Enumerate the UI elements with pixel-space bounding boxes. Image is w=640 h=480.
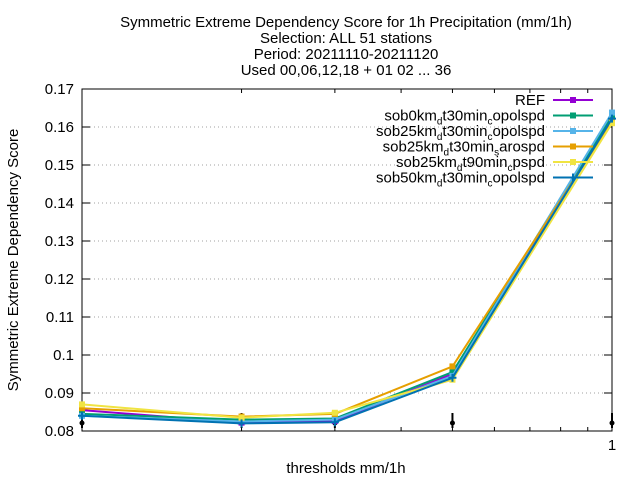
title-line-1: Symmetric Extreme Dependency Score for 1… <box>120 14 572 31</box>
data-point <box>330 418 339 427</box>
title-line-2: Selection: ALL 51 stations <box>260 30 432 47</box>
data-point <box>331 409 338 416</box>
legend-label: sob25kmdt30minsarospd <box>383 139 545 159</box>
y-tick-label: 0.13 <box>45 233 74 250</box>
data-point <box>449 369 456 376</box>
data-point <box>608 114 616 123</box>
data-point <box>448 373 457 382</box>
legend-marker <box>569 173 577 182</box>
y-tick-label: 0.1 <box>53 347 74 364</box>
legend-entry-2: sob0kmdt30mincopolspd <box>384 108 593 128</box>
legend-label: REF <box>515 92 545 109</box>
threshold-marker-dot <box>449 420 455 426</box>
legend-label: sob0kmdt30mincopolspd <box>384 108 545 128</box>
legend-label: sob25kmdt30mincopolspd <box>376 123 545 143</box>
data-point <box>238 414 245 421</box>
y-tick-label: 0.17 <box>45 81 74 98</box>
legend-entry-4: sob25kmdt30minsarospd <box>383 139 593 159</box>
legend-label: sob25kmdt90mincpspd <box>396 154 545 174</box>
series-6 <box>78 114 616 428</box>
legend-marker <box>570 159 576 165</box>
plot-border <box>81 88 613 432</box>
axes: 0.08 0.09 0.1 0.11 0.12 0.13 0.14 0.15 0.16 0.17 1 <box>45 81 616 454</box>
title-line-4: Used 00,06,12,18 + 01 02 ... 36 <box>241 62 452 79</box>
y-tick-label: 0.14 <box>45 195 74 212</box>
legend-marker <box>570 143 576 150</box>
legend-entry-5: sob25kmdt90mincpspd <box>396 154 593 174</box>
x-axis-label: thresholds mm/1h <box>286 460 405 477</box>
y-axis-label: Symmetric Extreme Dependency Score <box>5 129 22 392</box>
y-tick-label: 0.11 <box>46 309 74 326</box>
chart-title: Symmetric Extreme Dependency Score for 1… <box>120 14 572 79</box>
legend-label: sob50kmdt30mincopolspd <box>376 170 545 190</box>
y-tick-label: 0.09 <box>45 385 74 402</box>
threshold-marker-dot <box>609 420 615 426</box>
title-line-3: Period: 20211110-20211120 <box>254 46 439 63</box>
legend-marker <box>570 97 576 103</box>
data-point <box>78 411 86 420</box>
legend-marker <box>570 112 576 119</box>
legend-entry-3: sob25kmdt30mincopolspd <box>376 123 593 143</box>
data-point <box>449 363 456 370</box>
data-point <box>79 405 85 412</box>
data-point <box>609 109 615 116</box>
legend-entry-1: REF <box>515 92 593 109</box>
y-tick-label: 0.08 <box>45 423 74 440</box>
legend-entry-6: sob50kmdt30mincopolspd <box>376 170 593 190</box>
series-layer <box>78 109 616 428</box>
y-tick-label: 0.16 <box>45 119 74 136</box>
x-tick-label: 1 <box>608 437 616 454</box>
data-point <box>79 401 85 408</box>
data-point <box>237 419 246 428</box>
data-point <box>609 120 615 127</box>
legend: REFsob0kmdt30mincopolspdsob25kmdt30minco… <box>376 92 593 190</box>
y-tick-label: 0.12 <box>45 271 74 288</box>
threshold-marker-dot <box>79 420 85 426</box>
legend-marker <box>570 128 576 134</box>
y-tick-label: 0.15 <box>45 157 74 174</box>
